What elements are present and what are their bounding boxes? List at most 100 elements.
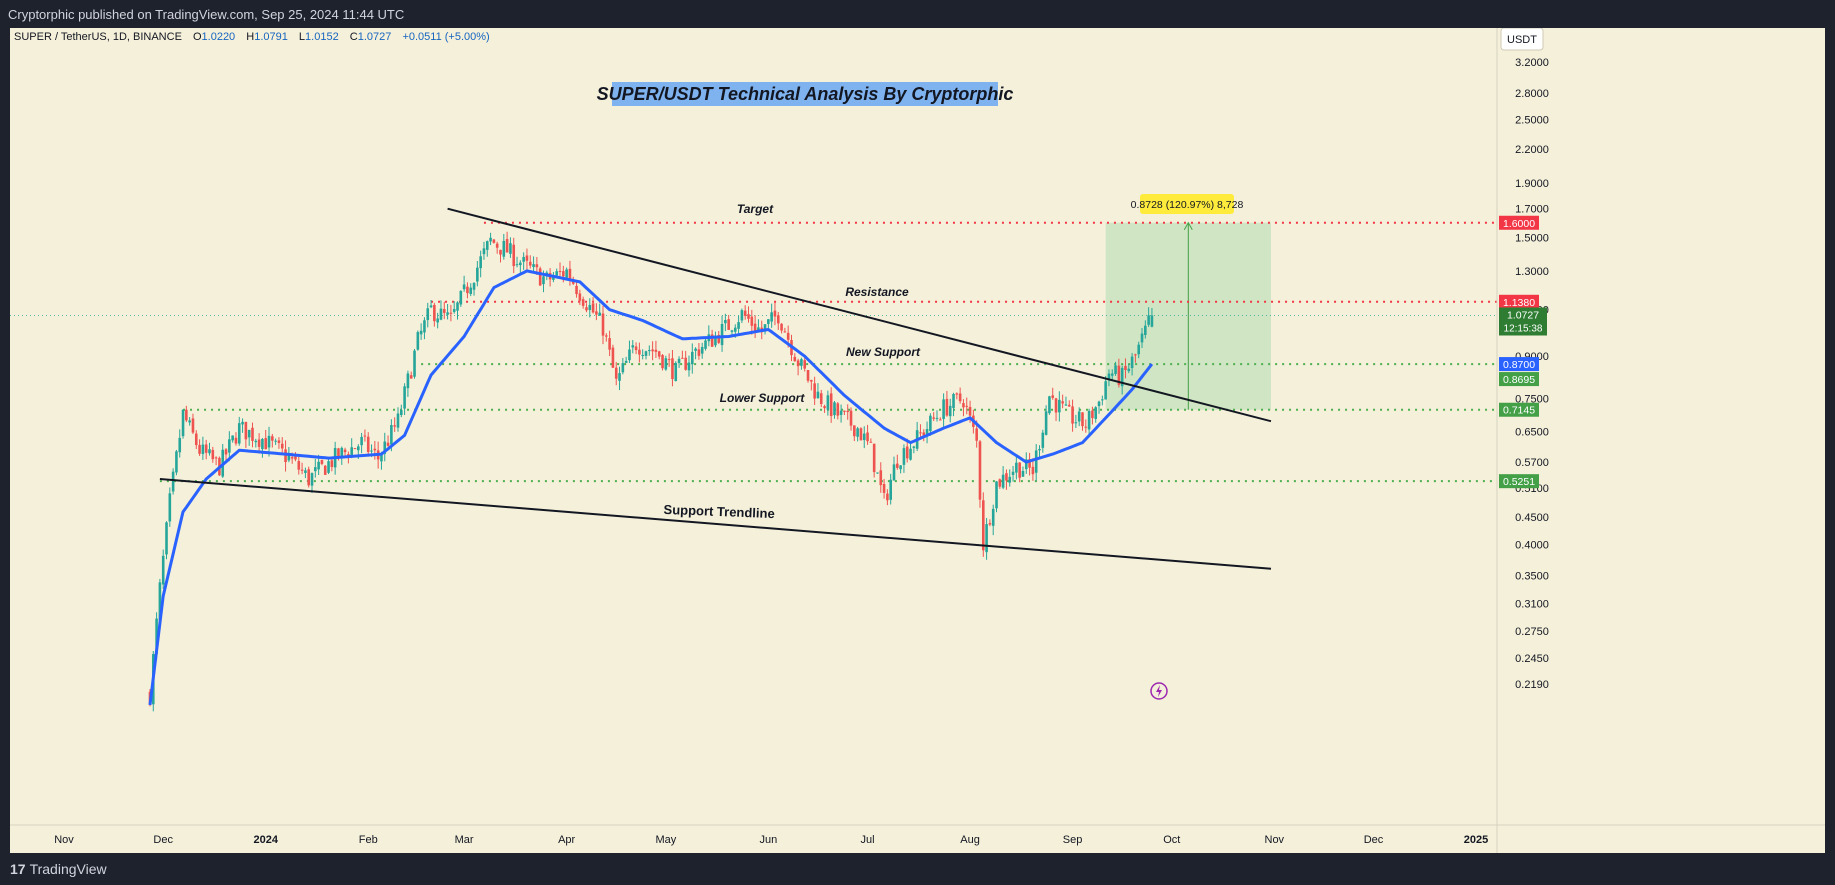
candle-body bbox=[687, 362, 691, 371]
candle-body bbox=[654, 349, 658, 352]
horizontal-levels[interactable] bbox=[10, 221, 1497, 483]
candle-body bbox=[859, 428, 863, 441]
candle-body bbox=[595, 311, 598, 315]
candle-body bbox=[882, 484, 886, 493]
title-banner-text[interactable]: SUPER/USDT Technical Analysis By Cryptor… bbox=[597, 84, 1014, 104]
time-tick-label: 2024 bbox=[253, 834, 278, 846]
price-tag-resistance-bg bbox=[1499, 294, 1539, 309]
legend-o-label: O bbox=[193, 31, 202, 43]
candle-body bbox=[905, 446, 909, 459]
legend-h-value: 1.0791 bbox=[254, 31, 288, 43]
candle-body bbox=[1071, 406, 1074, 424]
candle-body bbox=[390, 424, 393, 445]
candle-body bbox=[323, 465, 327, 475]
candle-body bbox=[489, 237, 492, 242]
label-support-trendline[interactable]: Support Trendline bbox=[663, 502, 775, 521]
lightning-icon[interactable] bbox=[1150, 682, 1168, 700]
candle-body bbox=[641, 354, 644, 356]
candle-body bbox=[598, 312, 602, 316]
candle-body bbox=[175, 451, 178, 473]
candle-body bbox=[234, 437, 238, 444]
candle-body bbox=[300, 469, 304, 471]
measure-arrow-head bbox=[1183, 221, 1193, 231]
candle-body bbox=[532, 264, 535, 268]
candle-body bbox=[737, 322, 740, 329]
candle-body bbox=[439, 308, 443, 320]
candle-body bbox=[591, 303, 595, 313]
trendlines[interactable] bbox=[159, 207, 1272, 570]
candle-body bbox=[353, 448, 357, 450]
tradingview-logo[interactable]: 17 TradingView bbox=[10, 861, 107, 877]
candle-body bbox=[638, 349, 641, 355]
candle-body bbox=[1094, 407, 1098, 419]
price-tick-label: 1.9000 bbox=[1515, 178, 1549, 190]
candle-body bbox=[1134, 354, 1137, 356]
measure-box[interactable] bbox=[1105, 221, 1271, 410]
measure-label[interactable]: 0.8728 (120.97%) 8,728 bbox=[1131, 194, 1244, 214]
label-target[interactable]: Target bbox=[737, 202, 774, 216]
currency-label[interactable]: USDT bbox=[1507, 34, 1537, 46]
candle-body bbox=[1034, 450, 1038, 473]
candle-body bbox=[869, 441, 873, 443]
time-tick-label: Sep bbox=[1063, 834, 1083, 846]
price-tick-label: 1.5000 bbox=[1515, 233, 1549, 245]
candle-body bbox=[1084, 426, 1088, 428]
candle-body bbox=[456, 302, 459, 311]
price-chart[interactable]: 3.2000 2.8000 2.5000 2.2000 1.9000 1.7000 1.50… bbox=[10, 27, 1825, 853]
candle-body bbox=[178, 437, 182, 453]
candle-body bbox=[919, 432, 922, 434]
chart-panel[interactable]: 3.2000 2.8000 2.5000 2.2000 1.9000 1.7000 1.50… bbox=[10, 27, 1825, 853]
candle-body bbox=[237, 423, 241, 444]
candle-body bbox=[409, 375, 413, 379]
currency-button[interactable]: USDT bbox=[1500, 27, 1544, 51]
price-tag-new-support: 0.8700 bbox=[1503, 359, 1535, 371]
candle-body bbox=[343, 449, 347, 453]
candle-body bbox=[505, 239, 509, 253]
candle-body bbox=[403, 386, 406, 409]
candle-body bbox=[1031, 466, 1035, 475]
price-tag-lower-support-bg bbox=[1499, 402, 1539, 417]
candle-body bbox=[717, 334, 721, 343]
candle-body bbox=[466, 286, 469, 294]
candle-body bbox=[700, 346, 704, 354]
candle-body bbox=[998, 479, 1002, 487]
legend-o-value: 1.0220 bbox=[202, 31, 236, 43]
measure-label-text[interactable]: 0.8728 (120.97%) 8,728 bbox=[1131, 199, 1244, 211]
candle-body bbox=[373, 448, 377, 451]
candle-body bbox=[628, 349, 631, 361]
label-lower-support[interactable]: Lower Support bbox=[720, 391, 806, 405]
time-tick-label: 2025 bbox=[1464, 834, 1488, 846]
time-axis[interactable]: Nov Dec 2024 Feb Mar Apr May Jun Jul Aug Sep Oct Nov… bbox=[54, 834, 1488, 846]
candle-body bbox=[337, 448, 340, 459]
candle-body bbox=[839, 410, 843, 415]
candle-body bbox=[585, 307, 588, 311]
candle-body bbox=[446, 312, 449, 315]
candle-body bbox=[254, 440, 258, 443]
candle-body bbox=[704, 340, 707, 349]
candle-body bbox=[1074, 422, 1078, 424]
candle-body bbox=[320, 459, 324, 464]
candle-body bbox=[201, 444, 205, 454]
candle-body bbox=[525, 255, 529, 261]
resistance-trendline[interactable] bbox=[447, 207, 1272, 423]
candle-body bbox=[406, 373, 410, 389]
candle-body bbox=[241, 421, 244, 425]
candle-body bbox=[228, 439, 231, 453]
legend-h-label: H bbox=[246, 31, 254, 43]
price-tick-label: 2.5000 bbox=[1515, 114, 1549, 126]
candle-body bbox=[476, 267, 479, 282]
candle-body bbox=[773, 310, 777, 317]
candle-body bbox=[264, 438, 268, 450]
label-new-support[interactable]: New Support bbox=[846, 345, 921, 359]
candle-body bbox=[1054, 398, 1058, 413]
price-axis[interactable]: 3.2000 2.8000 2.5000 2.2000 1.9000 1.7000 1.50… bbox=[1515, 57, 1549, 691]
candle-body bbox=[224, 449, 228, 455]
candle-body bbox=[833, 402, 836, 416]
title-banner[interactable]: SUPER/USDT Technical Analysis By Cryptor… bbox=[597, 82, 1014, 106]
support-trendline[interactable] bbox=[159, 478, 1272, 570]
candle-body bbox=[1077, 411, 1081, 422]
label-resistance[interactable]: Resistance bbox=[845, 285, 909, 299]
candle-body bbox=[697, 349, 701, 356]
candle-body bbox=[648, 350, 651, 352]
candle-body bbox=[208, 449, 211, 454]
